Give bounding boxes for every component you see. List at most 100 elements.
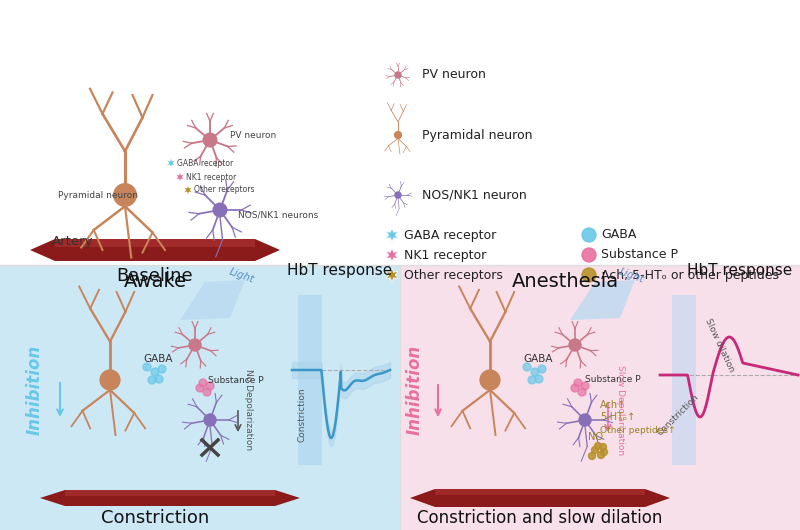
Text: GABA: GABA [601,228,636,242]
Circle shape [148,376,156,384]
Circle shape [599,444,606,450]
Text: Other receptors: Other receptors [194,186,254,195]
Circle shape [528,376,536,384]
Circle shape [100,370,120,390]
Text: Artery: Artery [52,235,94,248]
Text: Substance P: Substance P [601,249,678,261]
Circle shape [582,228,596,242]
Bar [435,489,645,507]
Circle shape [574,379,582,387]
Bar [0,265,400,530]
Text: Slow Depolarization: Slow Depolarization [615,365,625,455]
Polygon shape [176,172,184,182]
Text: 5-HTₒ↑: 5-HTₒ↑ [600,412,635,422]
Text: PV neuron: PV neuron [422,68,486,82]
Polygon shape [184,185,192,195]
Text: Constriction and slow dilation: Constriction and slow dilation [418,509,662,527]
Circle shape [578,388,586,396]
Text: PV neuron: PV neuron [230,130,276,139]
Circle shape [579,414,591,426]
Circle shape [523,363,531,371]
Circle shape [589,453,595,460]
Text: Ach↑: Ach↑ [600,400,626,410]
Text: Constriction: Constriction [298,387,306,443]
Text: Other peptides↑: Other peptides↑ [600,426,675,435]
Polygon shape [386,248,398,262]
Circle shape [594,443,602,449]
Text: Other receptors: Other receptors [404,269,503,281]
Text: GABA: GABA [143,354,173,364]
Text: GABA: GABA [523,354,553,364]
Text: Awake: Awake [123,272,186,291]
Polygon shape [386,268,398,282]
Text: HbT response: HbT response [687,263,793,278]
Circle shape [199,379,207,387]
Circle shape [203,388,211,396]
Text: Baseline: Baseline [117,267,194,285]
Circle shape [204,414,216,426]
Text: Constriction: Constriction [655,393,701,437]
Polygon shape [30,239,55,261]
Text: Pyramidal neuron: Pyramidal neuron [422,128,533,142]
Text: Pyramidal neuron: Pyramidal neuron [58,190,138,199]
Bar [435,489,645,496]
Circle shape [480,370,500,390]
Circle shape [571,384,579,392]
Polygon shape [410,489,435,507]
Polygon shape [570,280,635,320]
Circle shape [581,382,589,390]
Circle shape [189,339,201,351]
Text: NOS/NK1 neuron: NOS/NK1 neuron [422,189,526,201]
Text: GABA receptor: GABA receptor [177,158,234,167]
Circle shape [569,339,581,351]
Circle shape [531,368,539,376]
Text: Light: Light [618,267,646,285]
Circle shape [582,248,596,262]
Polygon shape [166,158,175,168]
Circle shape [196,384,204,392]
Circle shape [151,368,159,376]
Text: NO: NO [588,432,603,442]
Circle shape [538,365,546,373]
Text: Substance P: Substance P [585,375,641,384]
Text: NOS/NK1 neurons: NOS/NK1 neurons [238,210,318,219]
Text: Constriction: Constriction [101,509,209,527]
Text: NK1 receptor: NK1 receptor [404,249,486,261]
Circle shape [155,375,163,383]
Circle shape [582,268,596,282]
Text: Inhibition: Inhibition [26,345,44,435]
Text: Substance P: Substance P [208,376,264,385]
Bar [65,490,275,506]
Text: Ach, 5-HTₒ or other peptides: Ach, 5-HTₒ or other peptides [601,269,779,281]
Bar [65,490,275,496]
Text: Slow dilation: Slow dilation [704,317,736,373]
Circle shape [601,448,607,455]
Circle shape [203,133,217,147]
Circle shape [591,446,598,454]
Circle shape [395,192,401,198]
Polygon shape [386,228,398,242]
Text: Light: Light [228,267,256,285]
Bar [298,295,322,465]
Text: HbT response: HbT response [287,263,393,278]
Circle shape [206,382,214,390]
Circle shape [213,203,227,217]
Polygon shape [645,489,670,507]
Polygon shape [275,490,300,506]
Text: Inhibition: Inhibition [406,345,424,435]
Bar [672,295,696,465]
Polygon shape [40,490,65,506]
Circle shape [114,184,136,206]
Circle shape [394,131,402,138]
Text: Anesthesia: Anesthesia [511,272,618,291]
Polygon shape [255,239,280,261]
Text: No Depolarization: No Depolarization [243,369,253,450]
Polygon shape [180,280,245,320]
Text: GABA receptor: GABA receptor [404,228,496,242]
Circle shape [598,452,605,458]
Text: NK1 receptor: NK1 receptor [186,172,236,181]
Circle shape [535,375,543,383]
Circle shape [395,72,401,78]
Bar [400,265,800,530]
Circle shape [158,365,166,373]
